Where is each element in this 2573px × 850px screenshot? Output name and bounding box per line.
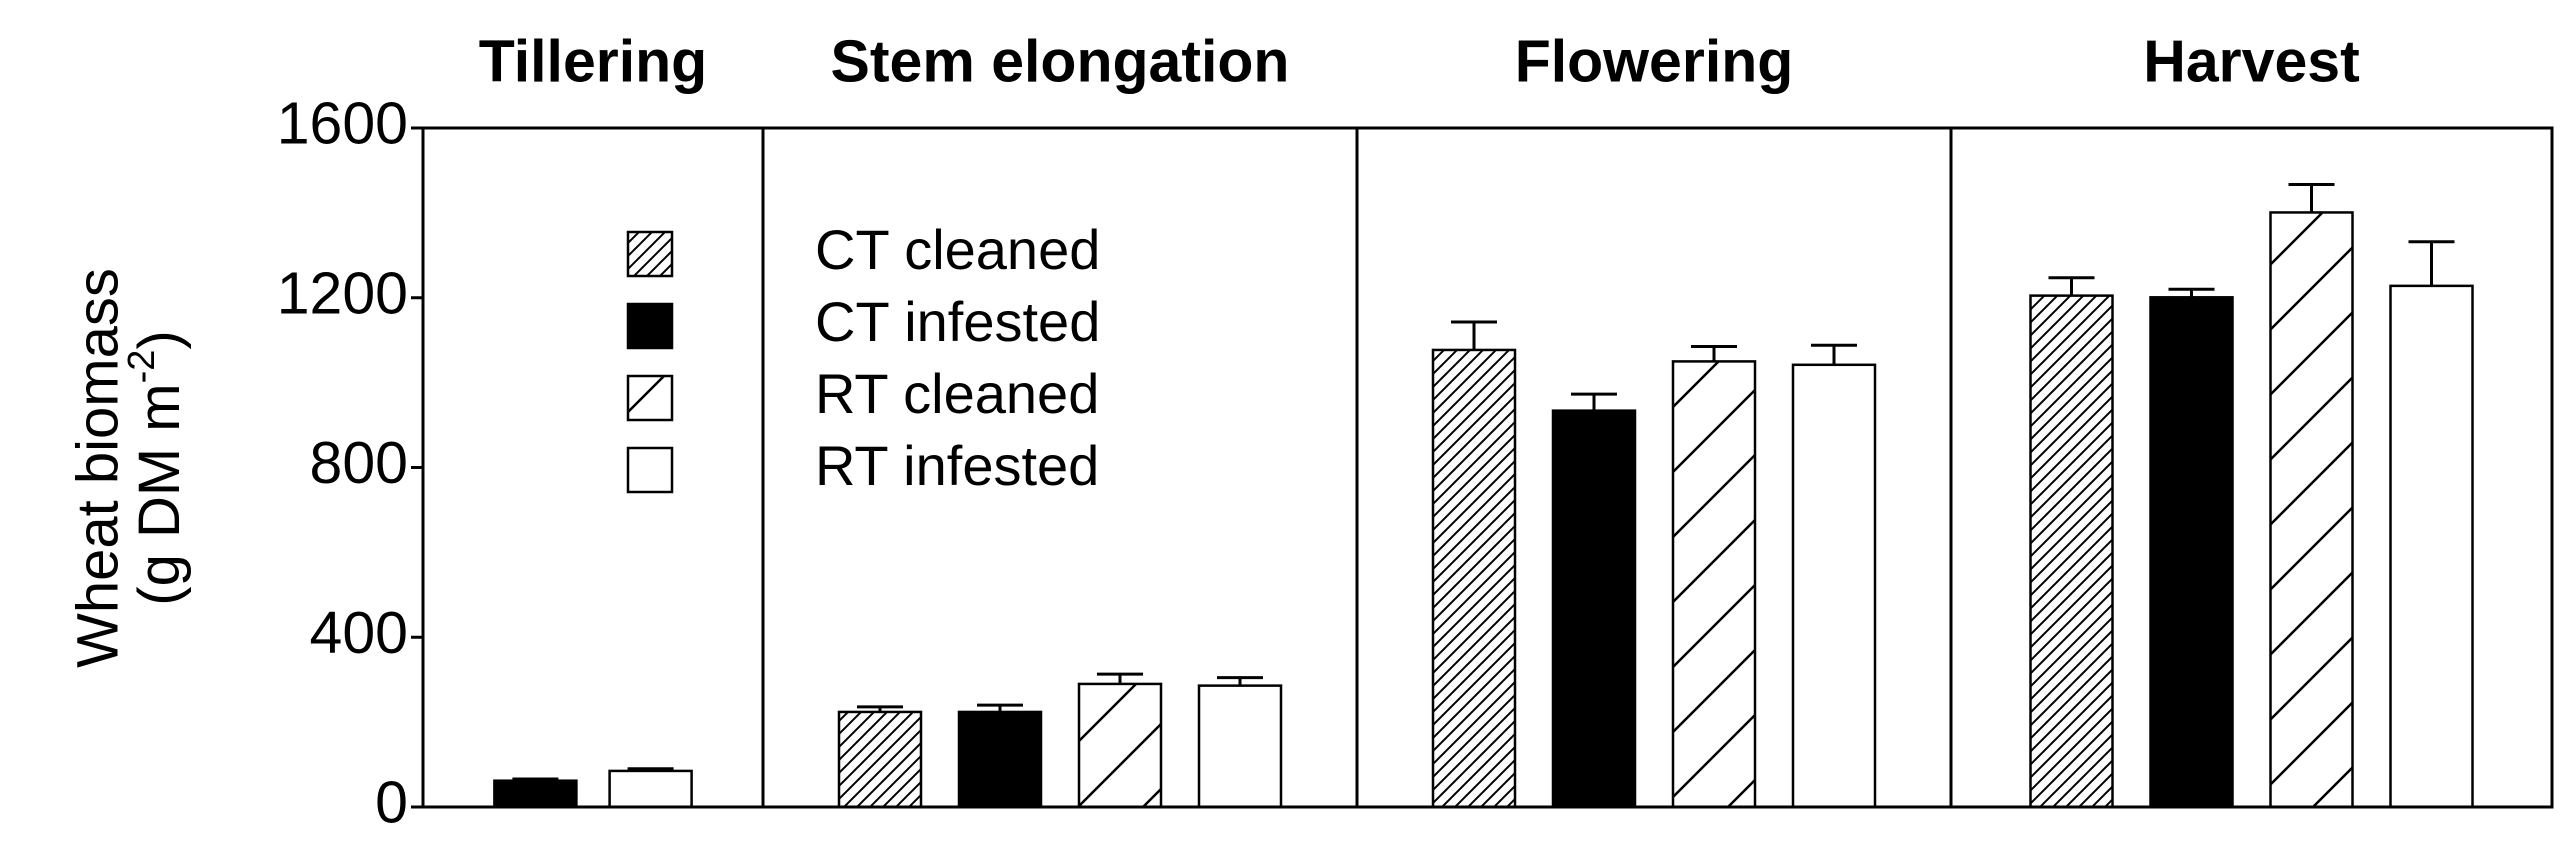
y-unit-text: (g DM m (127, 383, 192, 605)
bar (1671, 360, 1757, 809)
y-unit-end: ) (127, 330, 192, 349)
y-axis-label: Wheat biomass (65, 268, 130, 668)
y-unit-sup: -2 (121, 350, 163, 384)
legend-swatch (626, 230, 674, 278)
legend-label: CT infested (815, 290, 1100, 353)
bar (837, 710, 923, 809)
panel-title: Stem elongation (831, 29, 1290, 95)
bar (1551, 409, 1637, 809)
plot-frame (421, 126, 2554, 809)
bar (1791, 363, 1877, 809)
y-axis-unit: (g DM m-2) (121, 330, 192, 605)
y-tick-label: 400 (310, 600, 408, 666)
legend-swatch (626, 302, 674, 350)
panel-title: Flowering (1515, 29, 1794, 95)
bar (1431, 348, 1517, 809)
bar (2389, 284, 2474, 809)
legend-label: RT infested (815, 434, 1099, 497)
legend-swatch (626, 446, 674, 494)
bar (2029, 294, 2114, 809)
bar (2269, 211, 2354, 809)
panel-title: Tillering (479, 29, 707, 95)
bar (957, 710, 1043, 809)
legend-label: CT cleaned (815, 218, 1100, 281)
y-tick-label: 800 (310, 430, 408, 496)
panel-title: Harvest (2143, 29, 2359, 95)
bar (2149, 296, 2234, 809)
legend-label: RT cleaned (815, 362, 1099, 425)
bar (1197, 684, 1283, 809)
bar (493, 779, 578, 809)
y-tick-label: 1200 (277, 260, 408, 326)
bar (608, 769, 693, 809)
y-tick-label: 1600 (277, 91, 408, 157)
legend-swatch (626, 374, 674, 422)
y-tick-label: 0 (375, 770, 408, 836)
bar (1077, 682, 1163, 809)
